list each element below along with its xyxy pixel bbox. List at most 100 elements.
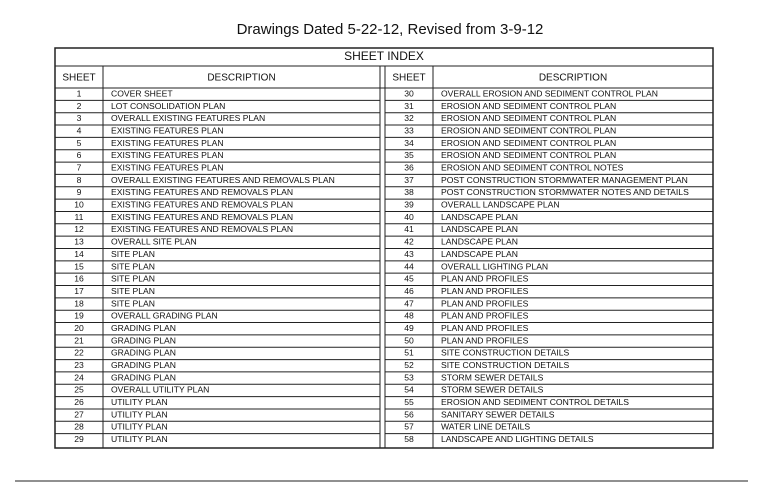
sheet-number: 15 [74, 261, 84, 271]
sheet-description: LANDSCAPE PLAN [441, 224, 518, 234]
sheet-description: GRADING PLAN [111, 335, 176, 345]
sheet-description: GRADING PLAN [111, 323, 176, 333]
sheet-description: POST CONSTRUCTION STORMWATER NOTES AND D… [441, 187, 689, 197]
sheet-number: 36 [404, 163, 414, 173]
sheet-description: PLAN AND PROFILES [441, 335, 529, 345]
sheet-number: 52 [404, 360, 414, 370]
sheet-description: SITE PLAN [111, 274, 155, 284]
sheet-description: PLAN AND PROFILES [441, 286, 529, 296]
sheet-number: 55 [404, 397, 414, 407]
column-header: SHEET [62, 73, 95, 84]
sheet-description: UTILITY PLAN [111, 434, 168, 444]
sheet-number: 42 [404, 237, 414, 247]
sheet-description: WATER LINE DETAILS [441, 422, 530, 432]
sheet-description: PLAN AND PROFILES [441, 323, 529, 333]
sheet-description: EROSION AND SEDIMENT CONTROL PLAN [441, 101, 616, 111]
sheet-description: EXISTING FEATURES AND REMOVALS PLAN [111, 187, 293, 197]
sheet-number: 57 [404, 422, 414, 432]
sheet-number: 1 [77, 88, 82, 98]
column-header: DESCRIPTION [207, 73, 275, 84]
sheet-number: 10 [74, 200, 84, 210]
sheet-number: 51 [404, 348, 414, 358]
sheet-description: EROSION AND SEDIMENT CONTROL PLAN [441, 113, 616, 123]
column-header: DESCRIPTION [539, 73, 607, 84]
sheet-description: EXISTING FEATURES PLAN [111, 163, 224, 173]
sheet-description: POST CONSTRUCTION STORMWATER MANAGEMENT … [441, 175, 688, 185]
sheet-description: COVER SHEET [111, 88, 173, 98]
sheet-number: 16 [74, 274, 84, 284]
sheet-number: 14 [74, 249, 84, 259]
sheet-description: EROSION AND SEDIMENT CONTROL DETAILS [441, 397, 629, 407]
sheet-description: SITE PLAN [111, 286, 155, 296]
sheet-description: SITE CONSTRUCTION DETAILS [441, 348, 570, 358]
sheet-description: SITE PLAN [111, 249, 155, 259]
sheet-description: UTILITY PLAN [111, 422, 168, 432]
sheet-description: EROSION AND SEDIMENT CONTROL NOTES [441, 163, 624, 173]
sheet-number: 13 [74, 237, 84, 247]
table-title: SHEET INDEX [344, 49, 424, 63]
sheet-description: OVERALL EXISTING FEATURES PLAN [111, 113, 265, 123]
sheet-number: 17 [74, 286, 84, 296]
sheet-number: 47 [404, 298, 414, 308]
sheet-number: 44 [404, 261, 414, 271]
sheet-number: 46 [404, 286, 414, 296]
sheet-number: 31 [404, 101, 414, 111]
sheet-description: LOT CONSOLIDATION PLAN [111, 101, 225, 111]
sheet-number: 23 [74, 360, 84, 370]
sheet-number: 9 [77, 187, 82, 197]
sheet-number: 48 [404, 311, 414, 321]
sheet-number: 39 [404, 200, 414, 210]
sheet-description: UTILITY PLAN [111, 409, 168, 419]
sheet-description: SITE CONSTRUCTION DETAILS [441, 360, 570, 370]
sheet-number: 11 [75, 212, 84, 222]
sheet-number: 25 [74, 385, 84, 395]
sheet-description: OVERALL LIGHTING PLAN [441, 261, 548, 271]
sheet-number: 54 [404, 385, 414, 395]
sheet-description: EROSION AND SEDIMENT CONTROL PLAN [441, 125, 616, 135]
sheet-number: 32 [404, 113, 414, 123]
sheet-number: 43 [404, 249, 414, 259]
sheet-number: 35 [404, 150, 414, 160]
sheet-description: LANDSCAPE PLAN [441, 237, 518, 247]
sheet-number: 22 [74, 348, 84, 358]
sheet-description: SITE PLAN [111, 261, 155, 271]
sheet-description: EXISTING FEATURES PLAN [111, 125, 224, 135]
sheet-description: LANDSCAPE PLAN [441, 212, 518, 222]
sheet-number: 30 [404, 88, 414, 98]
sheet-description: STORM SEWER DETAILS [441, 385, 544, 395]
sheet-number: 38 [404, 187, 414, 197]
sheet-description: UTILITY PLAN [111, 397, 168, 407]
sheet-description: OVERALL LANDSCAPE PLAN [441, 200, 560, 210]
sheet-description: SITE PLAN [111, 298, 155, 308]
sheet-description: SANITARY SEWER DETAILS [441, 409, 555, 419]
sheet-description: EXISTING FEATURES AND REMOVALS PLAN [111, 212, 293, 222]
sheet-description: EXISTING FEATURES AND REMOVALS PLAN [111, 200, 293, 210]
sheet-description: OVERALL SITE PLAN [111, 237, 197, 247]
sheet-number: 8 [77, 175, 82, 185]
sheet-description: LANDSCAPE AND LIGHTING DETAILS [441, 434, 594, 444]
sheet-number: 49 [404, 323, 414, 333]
sheet-number: 33 [404, 125, 414, 135]
sheet-description: EROSION AND SEDIMENT CONTROL PLAN [441, 138, 616, 148]
sheet-number: 28 [74, 422, 84, 432]
sheet-number: 12 [74, 224, 84, 234]
sheet-description: LANDSCAPE PLAN [441, 249, 518, 259]
sheet-description: OVERALL EXISTING FEATURES AND REMOVALS P… [111, 175, 335, 185]
sheet-number: 6 [77, 150, 82, 160]
sheet-description: GRADING PLAN [111, 348, 176, 358]
sheet-description: GRADING PLAN [111, 372, 176, 382]
sheet-number: 3 [77, 113, 82, 123]
sheet-number: 56 [404, 409, 414, 419]
sheet-description: EROSION AND SEDIMENT CONTROL PLAN [441, 150, 616, 160]
sheet-description: STORM SEWER DETAILS [441, 372, 544, 382]
sheet-description: OVERALL UTILITY PLAN [111, 385, 209, 395]
page-title: Drawings Dated 5-22-12, Revised from 3-9… [237, 21, 544, 38]
sheet-description: EXISTING FEATURES PLAN [111, 150, 224, 160]
sheet-number: 37 [404, 175, 414, 185]
sheet-description: GRADING PLAN [111, 360, 176, 370]
sheet-description: PLAN AND PROFILES [441, 298, 529, 308]
sheet-number: 45 [404, 274, 414, 284]
sheet-number: 27 [74, 409, 84, 419]
